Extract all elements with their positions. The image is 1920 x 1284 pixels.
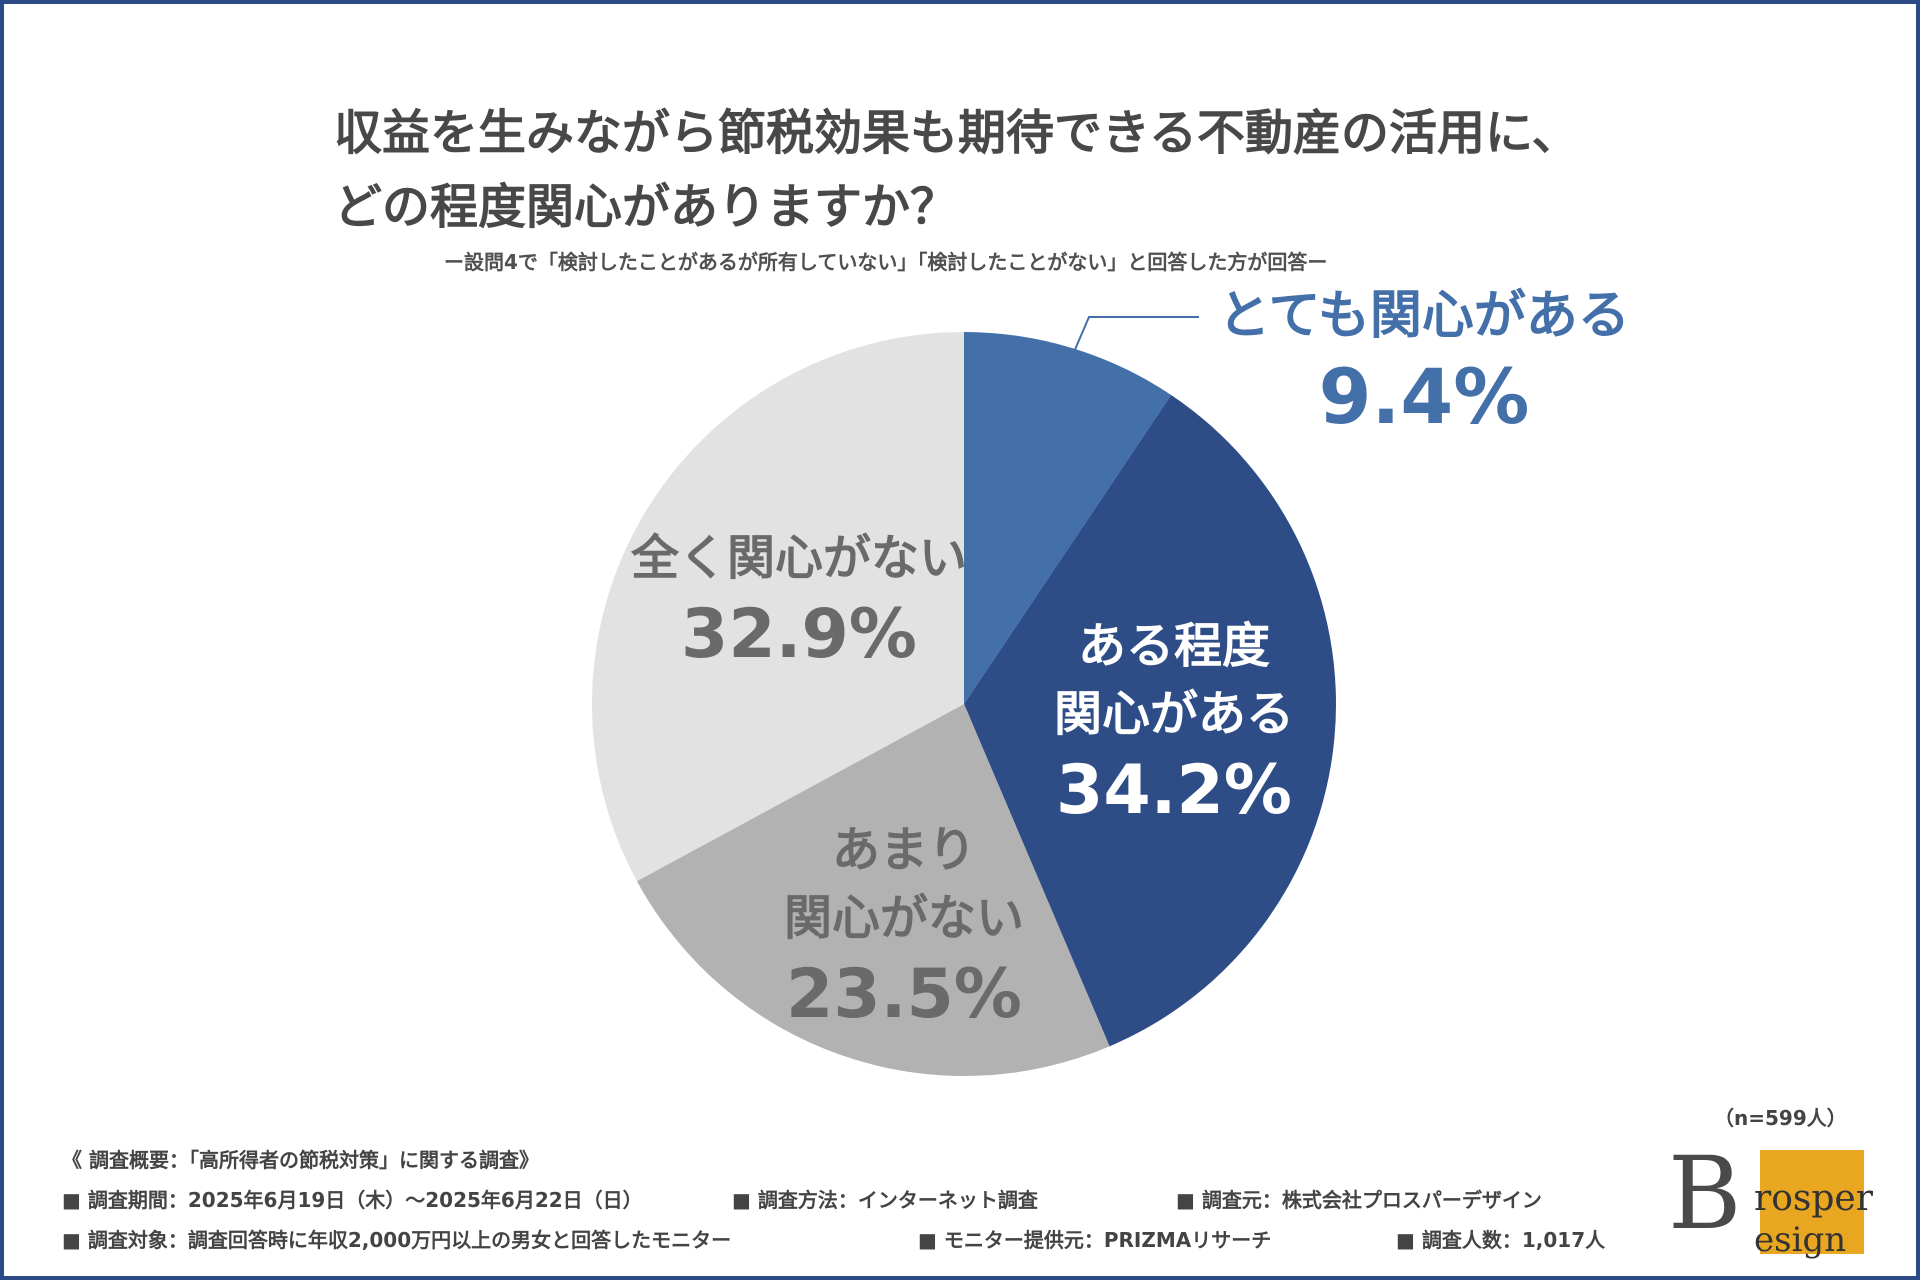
label-somewhat-interested-line2: 関心がある [1053, 686, 1294, 742]
chart-title-line1: 収益を生みながら節税効果も期待できる不動産の活用に、 [334, 105, 1580, 161]
pie-slice-very-interested [964, 332, 1172, 704]
survey-summary: 《 調査概要：「高所得者の節税対策」に関する調査》 ■ 調査期間：2025年6月… [62, 1144, 1605, 1264]
pie-slice-not-interested [592, 331, 964, 882]
survey-count: ■ 調査人数：1,017人 [1396, 1228, 1606, 1252]
logo-square [1760, 1150, 1864, 1254]
pie-slice-not-very-interested [636, 704, 1110, 1076]
survey-summary-heading: 《 調査概要：「高所得者の節税対策」に関する調査》 [62, 1148, 539, 1172]
survey-target: ■ 調査対象：調査回答時に年収2,000万円以上の男女と回答したモニター [62, 1228, 732, 1252]
label-not-interested: 全く関心がない 32.9% [614, 524, 984, 678]
label-very-interested-text: とても関心がある [1218, 286, 1630, 346]
pie-chart [592, 316, 1337, 1076]
logo-letter: B [1668, 1135, 1742, 1252]
label-not-very-interested-line2: 関心がない [783, 890, 1024, 946]
chart-subtitle: ー設問4で「検討したことがあるが所有していない」「検討したことがない」と回答した… [444, 250, 1328, 274]
survey-summary-row-2: ■ 調査対象：調査回答時に年収2,000万円以上の男女と回答したモニター ■ モ… [62, 1224, 1605, 1264]
value-label-not-interested: 32.9% [681, 595, 917, 674]
label-not-very-interested-line1: あまり [831, 822, 976, 878]
label-not-very-interested: あまり 関心がない 23.5% [764, 816, 1044, 1038]
chart-title: 収益を生みながら節税効果も期待できる不動産の活用に、 どの程度関心がありますか？ [334, 96, 1580, 244]
survey-method: ■ 調査方法：インターネット調査 [732, 1188, 1038, 1212]
pie-slice-somewhat-interested [964, 395, 1337, 1047]
label-somewhat-interested: ある程度 関心がある 34.2% [1014, 612, 1334, 834]
value-label-not-very-interested: 23.5% [786, 955, 1022, 1034]
leader-line-very-interested [1063, 316, 1199, 376]
sample-size: （n=599人） [1714, 1106, 1847, 1130]
logo-word-1: rosper [1754, 1178, 1873, 1219]
label-very-interested: とても関心がある 9.4% [1194, 282, 1654, 440]
monitor-provider: ■ モニター提供元：PRIZMAリサーチ [918, 1228, 1272, 1252]
chart-title-line2: どの程度関心がありますか？ [334, 179, 959, 235]
brand-logo: B rosper esign [1668, 1144, 1873, 1261]
survey-summary-row-1: ■ 調査期間：2025年6月19日（木）～2025年6月22日（日） ■ 調査方… [62, 1184, 1542, 1224]
value-label-very-interested: 9.4% [1318, 352, 1530, 441]
logo-word-2: esign [1754, 1220, 1847, 1260]
label-not-interested-text: 全く関心がない [630, 530, 967, 586]
survey-period: ■ 調査期間：2025年6月19日（木）～2025年6月22日（日） [62, 1188, 643, 1212]
label-somewhat-interested-line1: ある程度 [1077, 618, 1270, 674]
value-label-somewhat-interested: 34.2% [1056, 751, 1292, 830]
survey-source: ■ 調査元：株式会社プロスパーデザイン [1176, 1188, 1542, 1212]
